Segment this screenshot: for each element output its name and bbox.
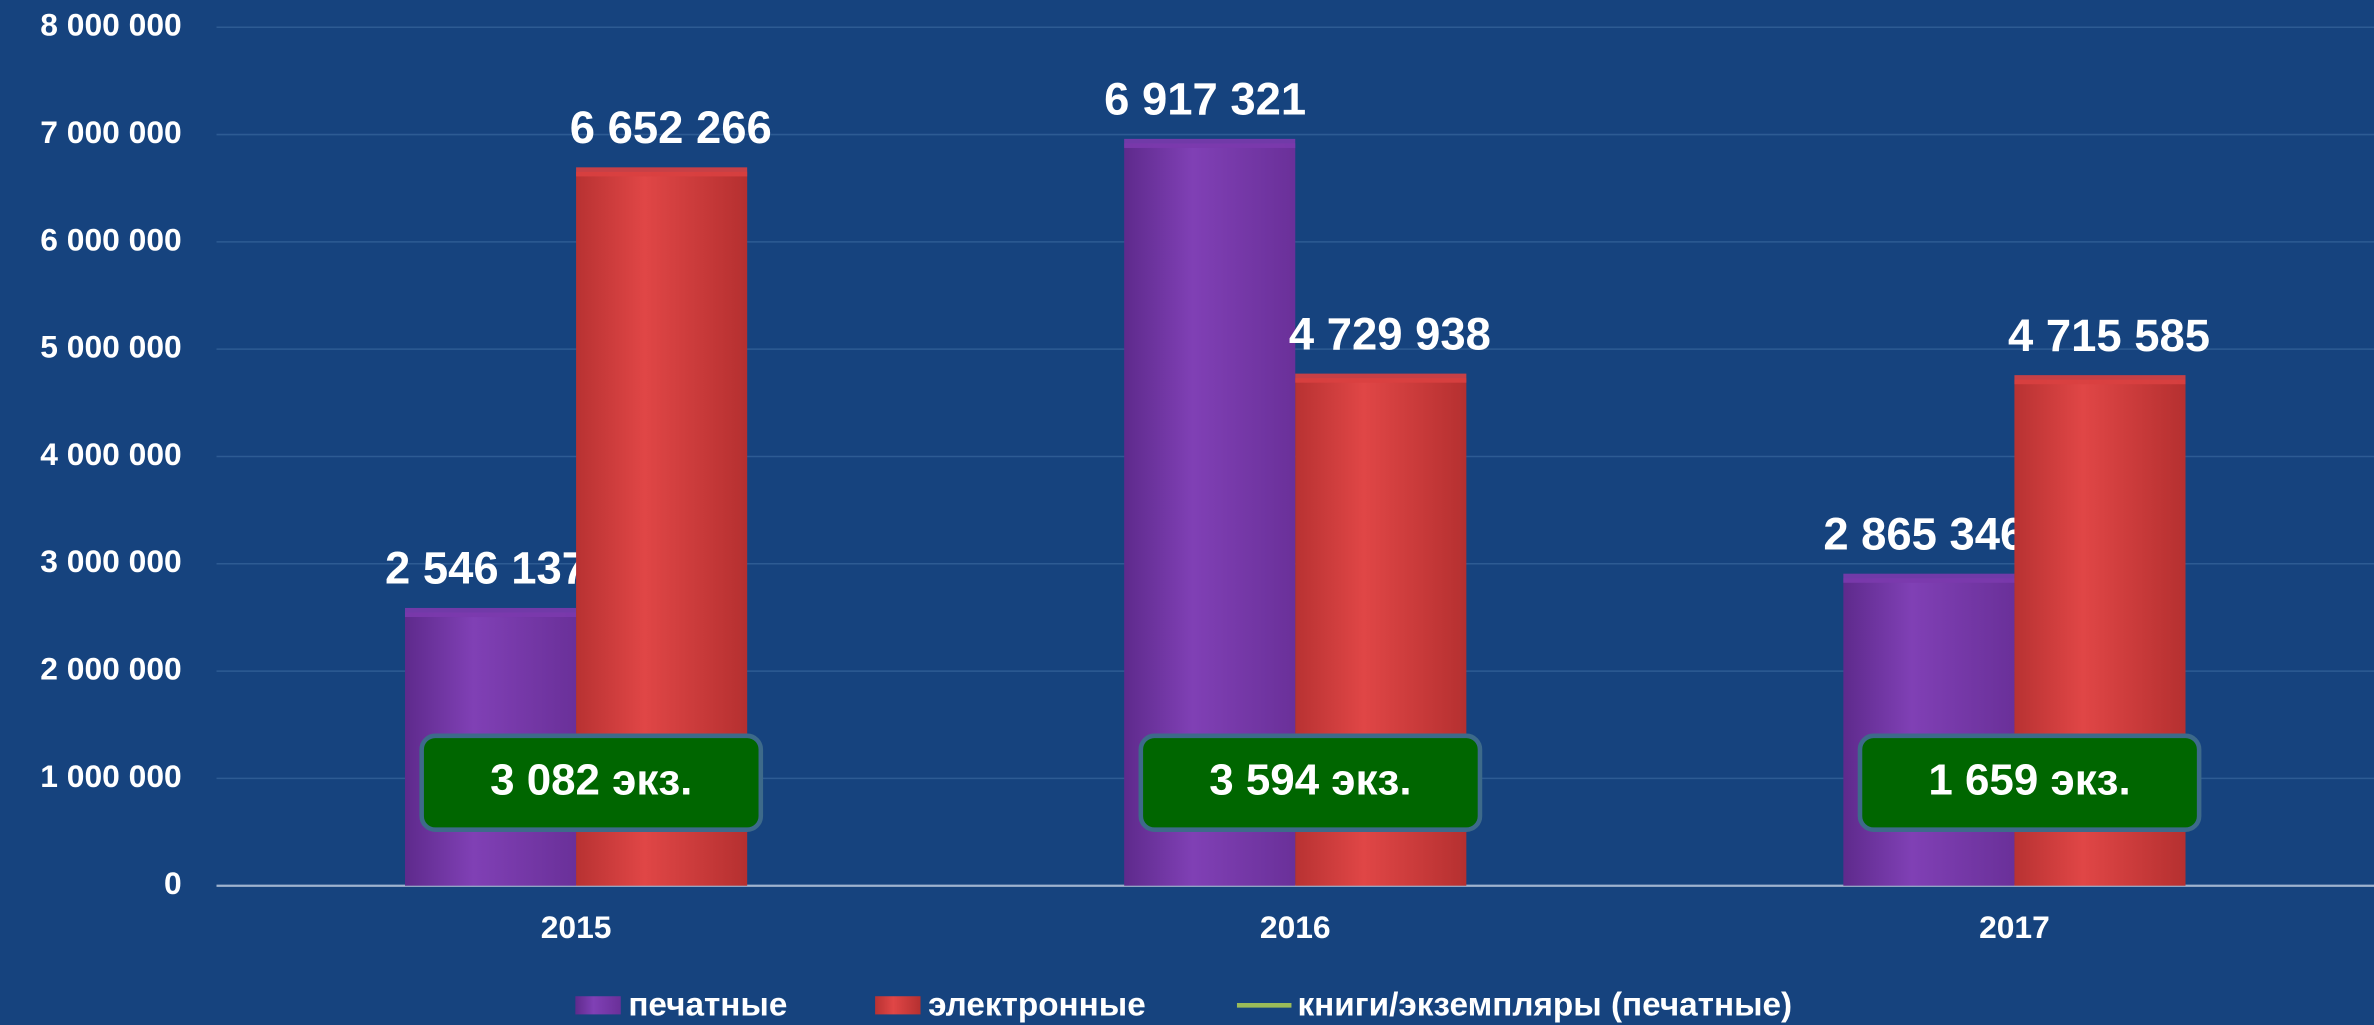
bar-cap (405, 607, 577, 618)
x-tick-label: 2015 (541, 909, 612, 945)
y-tick-label: 1 000 000 (40, 758, 181, 794)
legend-label: электронные (928, 987, 1146, 1024)
bar-cap (2014, 375, 2186, 385)
x-tick-label: 2017 (1979, 909, 2050, 945)
annotation-box (1857, 733, 2202, 832)
legend-label: печатные (628, 987, 787, 1024)
legend-swatch (575, 996, 621, 1015)
bar-cap (1124, 138, 1296, 148)
y-tick-label: 6 000 000 (40, 221, 181, 257)
annotation-label: 1 659 экз. (1928, 755, 2130, 804)
y-tick-label: 0 (164, 865, 182, 901)
legend-label: книги/экземпляры (печатные) (1298, 987, 1793, 1024)
x-tick-label: 2016 (1260, 909, 1331, 945)
y-tick-label: 3 000 000 (40, 543, 181, 579)
value-label: 6 917 321 (1104, 74, 1306, 125)
value-label: 4 715 585 (2008, 310, 2210, 361)
bar (1843, 578, 2015, 886)
value-label: 4 729 938 (1289, 308, 1491, 359)
annotation-box (1138, 733, 1483, 832)
value-label: 2 546 137 (385, 543, 587, 594)
y-tick-label: 5 000 000 (40, 329, 181, 365)
bar-cap (1295, 373, 1467, 383)
bar-cap (1843, 573, 2015, 583)
annotation-label: 3 594 экз. (1209, 755, 1411, 804)
legend-swatch (875, 996, 921, 1015)
y-tick-label: 4 000 000 (40, 436, 181, 472)
value-label: 2 865 346 (1823, 508, 2025, 559)
y-tick-label: 8 000 000 (40, 7, 181, 43)
value-label: 6 652 266 (570, 102, 772, 153)
y-tick-label: 2 000 000 (40, 650, 181, 686)
y-tick-label: 7 000 000 (40, 114, 181, 150)
annotation-label: 3 082 экз. (490, 755, 692, 804)
bar-cap (576, 167, 748, 177)
annotation-box (419, 733, 764, 832)
